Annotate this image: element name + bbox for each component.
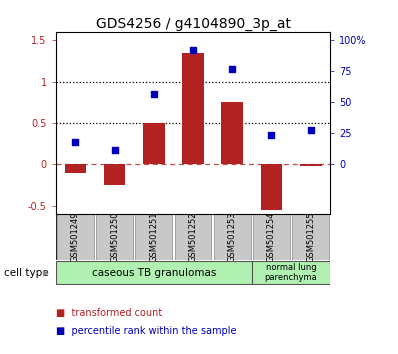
Point bbox=[229, 66, 236, 72]
Bar bbox=[253, 214, 290, 260]
Point bbox=[190, 47, 196, 53]
Bar bbox=[175, 214, 211, 260]
Text: ■  transformed count: ■ transformed count bbox=[56, 308, 162, 318]
Bar bbox=[214, 214, 251, 260]
Bar bbox=[292, 214, 329, 260]
Text: GSM501250: GSM501250 bbox=[110, 212, 119, 262]
Bar bbox=[64, 165, 86, 173]
Bar bbox=[143, 123, 165, 165]
Point bbox=[150, 91, 157, 97]
Bar bbox=[104, 165, 125, 185]
Text: GSM501253: GSM501253 bbox=[228, 212, 237, 263]
Text: caseous TB granulomas: caseous TB granulomas bbox=[92, 268, 216, 278]
Bar bbox=[261, 165, 282, 210]
Bar bbox=[300, 165, 322, 166]
Text: GSM501254: GSM501254 bbox=[267, 212, 276, 262]
Point bbox=[268, 133, 275, 138]
Text: ■  percentile rank within the sample: ■ percentile rank within the sample bbox=[56, 326, 236, 336]
Bar bbox=[57, 214, 94, 260]
Point bbox=[72, 139, 78, 145]
Bar bbox=[96, 214, 133, 260]
Polygon shape bbox=[43, 270, 49, 277]
Bar bbox=[221, 102, 243, 165]
Text: normal lung
parenchyma: normal lung parenchyma bbox=[265, 263, 318, 282]
Point bbox=[308, 127, 314, 132]
Title: GDS4256 / g4104890_3p_at: GDS4256 / g4104890_3p_at bbox=[96, 17, 291, 31]
Text: cell type: cell type bbox=[4, 268, 49, 278]
Text: GSM501255: GSM501255 bbox=[306, 212, 315, 262]
Text: GSM501252: GSM501252 bbox=[189, 212, 197, 262]
Text: GSM501249: GSM501249 bbox=[71, 212, 80, 262]
Bar bbox=[182, 53, 204, 165]
Point bbox=[111, 147, 118, 152]
Text: GSM501251: GSM501251 bbox=[149, 212, 158, 262]
Bar bbox=[252, 261, 330, 285]
Bar bbox=[135, 214, 172, 260]
Bar bbox=[56, 261, 252, 285]
